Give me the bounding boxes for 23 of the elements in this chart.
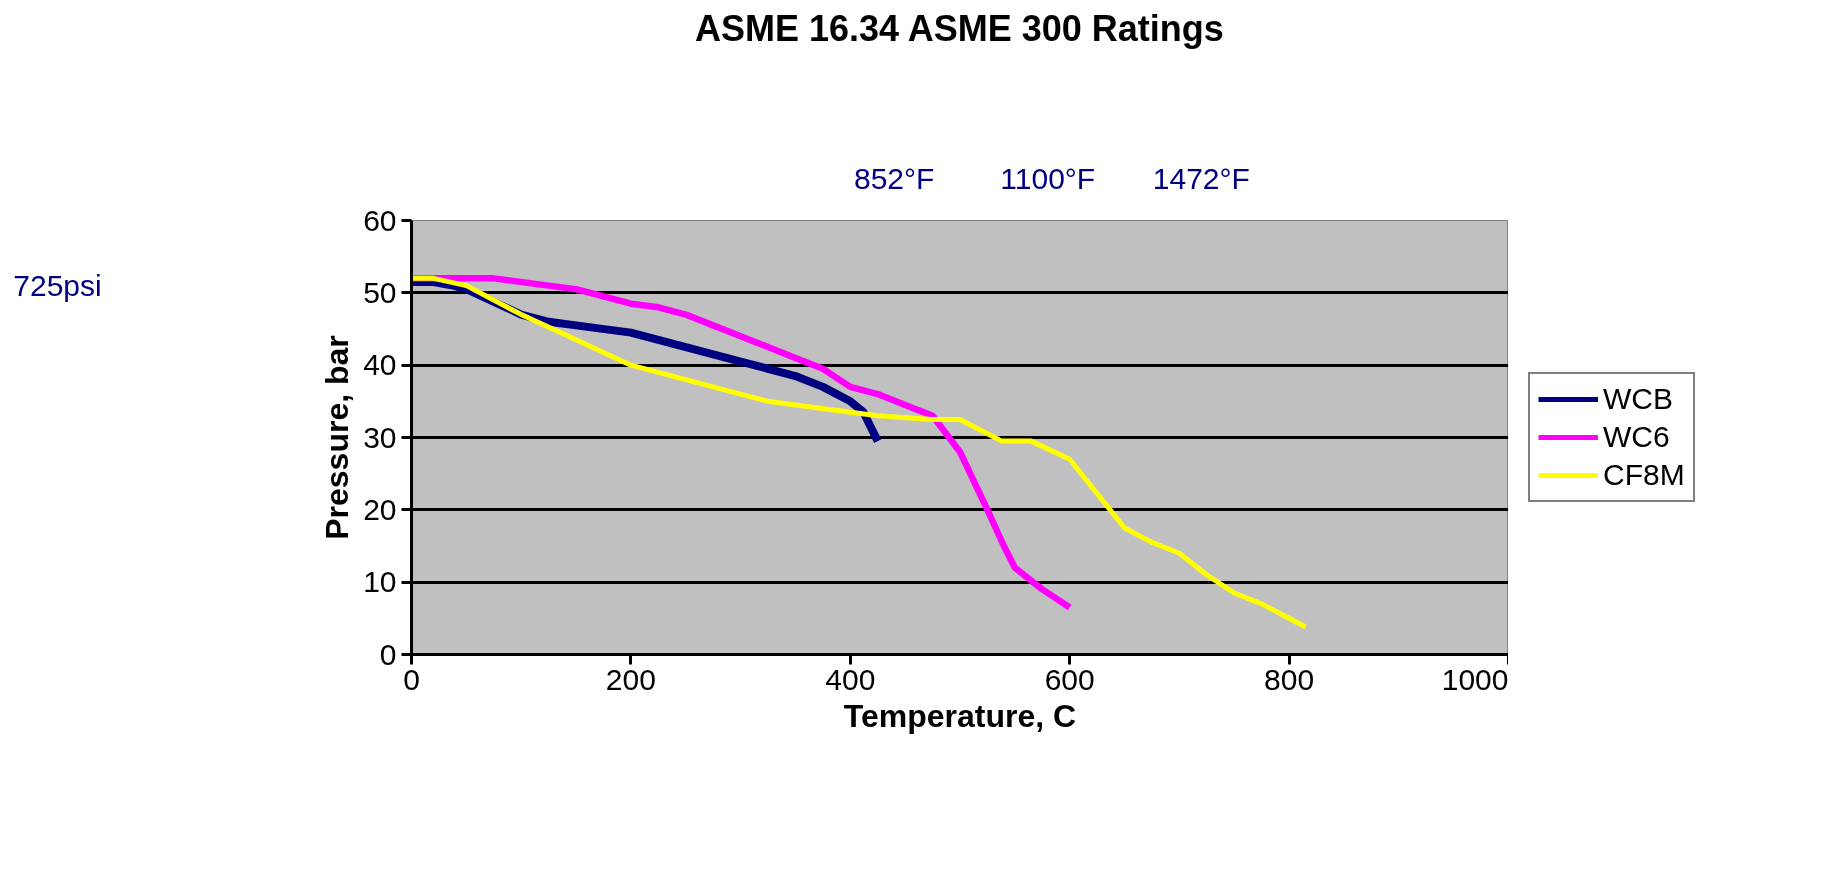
y-tick-label: 40 xyxy=(363,348,397,382)
x-tick-label: 200 xyxy=(605,662,656,696)
y-axis-title: Pressure, bar xyxy=(319,335,356,540)
y-tick-label: 60 xyxy=(363,203,397,237)
legend-label: WCB xyxy=(1603,382,1673,416)
y-tick-label: 0 xyxy=(379,637,397,671)
legend-label: WC6 xyxy=(1603,420,1670,454)
y-tick-label: 20 xyxy=(363,492,397,526)
text: 852°F xyxy=(853,161,935,195)
x-tick-label: 600 xyxy=(1044,662,1095,696)
text: 725psi xyxy=(13,269,102,303)
x-tick-label: 1000 xyxy=(1441,662,1509,696)
text: 1472°F xyxy=(1152,161,1250,195)
chart-title: ASME 16.34 ASME 300 Ratings xyxy=(694,7,1224,49)
x-tick-label: 800 xyxy=(1264,662,1315,696)
x-tick-label: 0 xyxy=(403,662,420,696)
y-tick-label: 30 xyxy=(363,420,397,454)
y-tick-label: 10 xyxy=(363,565,397,599)
text: 1100°F xyxy=(1000,161,1096,195)
legend-label: CF8M xyxy=(1603,458,1685,492)
x-axis-title: Temperature, C xyxy=(843,697,1077,734)
y-tick-label: 50 xyxy=(363,275,397,309)
x-tick-label: 400 xyxy=(825,662,876,696)
